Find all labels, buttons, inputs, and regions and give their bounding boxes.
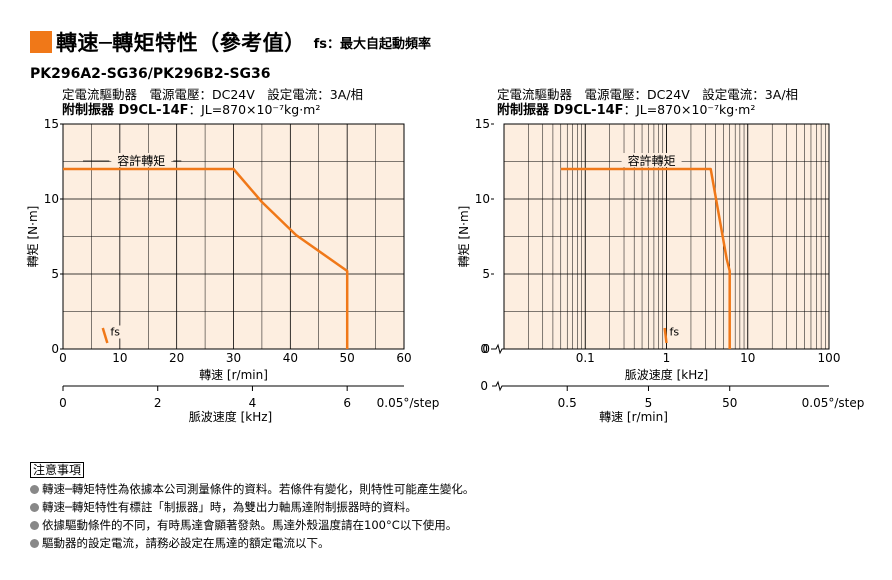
secondary-axis-label: 轉速 [r/min]	[599, 410, 668, 424]
note-text: 轉速─轉矩特性有標註「制振器」時，為雙出力軸馬達附制振器時的資料。	[42, 500, 417, 514]
axis-break-mark	[492, 343, 504, 355]
holding-torque-label: 容許轉矩	[628, 153, 676, 168]
secondary-tick-label: 50	[722, 396, 737, 410]
x-tick-label: 40	[283, 351, 298, 365]
y-axis-label: 轉矩 [N·m]	[26, 206, 40, 268]
torque-curve	[63, 167, 349, 349]
notes-heading: 注意事項	[30, 462, 85, 478]
y-tick-label: 0	[482, 342, 490, 356]
conditions-line2: 附制振器 D9CL-14F：JL=870×10⁻⁷kg·m²	[497, 102, 798, 118]
conditions-line1: 定電流驅動器 電源電壓：DC24V 設定電流：3A/相	[497, 87, 799, 102]
secondary-tick-label: 6	[343, 396, 351, 410]
secondary-tick-label: 0.5	[558, 396, 577, 410]
fs-definition: fs：最大自起動頻率	[313, 36, 432, 52]
x-axis-label: 脈波速度 [kHz]	[625, 367, 708, 382]
fs-label-bg	[668, 325, 681, 339]
y-tick-label: 10	[475, 192, 490, 206]
x-tick-label: 10	[740, 351, 755, 365]
secondary-tick-label: 0	[480, 379, 488, 393]
note-item: 依據驅動條件的不同，有時馬達會顯著發熱。馬達外殼溫度請在100°C以下使用。	[30, 518, 457, 532]
secondary-tick-label: 2	[154, 396, 162, 410]
conditions-line2: 附制振器 D9CL-14F：JL=870×10⁻⁷kg·m²	[62, 102, 363, 118]
x-tick-label: 100	[818, 351, 841, 365]
y-tick-label: 5	[51, 267, 59, 281]
secondary-axis-unit: 0.05°/step	[377, 396, 440, 410]
secondary-axis-label: 脈波速度 [kHz]	[189, 409, 272, 424]
y-tick-label: 10	[44, 192, 59, 206]
bullet-icon	[30, 485, 39, 494]
page-title: 轉速─轉矩特性（參考值）	[56, 31, 306, 55]
holding-torque-label-bg	[111, 153, 172, 167]
secondary-axis-unit: 0.05°/step	[802, 396, 865, 410]
bullet-icon	[30, 503, 39, 512]
damper-model: 附制振器 D9CL-14F	[497, 103, 624, 118]
note-text: 驅動器的設定電流，請務必設定在馬達的額定電流以下。	[42, 536, 330, 550]
torque-curve	[560, 167, 731, 349]
x-tick-label: 0	[59, 351, 67, 365]
x-tick-label: 10	[112, 351, 127, 365]
title-bar: 轉速─轉矩特性（參考值） fs：最大自起動頻率	[30, 28, 431, 56]
fs-label-bg	[109, 325, 122, 339]
conditions-right: 定電流驅動器 電源電壓：DC24V 設定電流：3A/相 附制振器 D9CL-14…	[497, 87, 798, 118]
y-tick-label: 0	[51, 342, 59, 356]
x-tick-label: 1	[663, 351, 671, 365]
secondary-tick-label: 5	[645, 396, 653, 410]
bullet-icon	[30, 521, 39, 530]
secondary-tick-label: 0	[59, 396, 67, 410]
x-axis-label: 轉速 [r/min]	[199, 368, 268, 382]
inertia-value: ：JL=870×10⁻⁷kg·m²	[623, 102, 756, 117]
y-tick-label: 15	[475, 117, 490, 131]
holding-torque-label-bg	[621, 153, 682, 167]
plot-frame	[62, 123, 405, 350]
conditions-left: 定電流驅動器 電源電壓：DC24V 設定電流：3A/相 附制振器 D9CL-14…	[62, 87, 363, 118]
x-tick-label: 20	[169, 351, 184, 365]
x-tick-label: 60	[396, 351, 411, 365]
y-axis-label: 轉矩 [N·m]	[457, 206, 471, 268]
fs-marker	[663, 327, 668, 344]
fs-label: fs	[110, 326, 120, 339]
conditions-line1: 定電流驅動器 電源電壓：DC24V 設定電流：3A/相	[62, 87, 364, 102]
note-text: 依據驅動條件的不同，有時馬達會顯著發熱。馬達外殼溫度請在100°C以下使用。	[42, 518, 458, 532]
secondary-axis	[492, 380, 829, 392]
model-number: PK296A2-SG36/PK296B2-SG36	[30, 66, 271, 82]
x-tick-label: 30	[226, 351, 241, 365]
holding-torque-label: 容許轉矩	[117, 153, 165, 168]
note-item: 驅動器的設定電流，請務必設定在馬達的額定電流以下。	[30, 536, 330, 550]
fs-marker	[101, 327, 109, 344]
note-text: 轉速─轉矩特性為依據本公司測量條件的資料。若條件有變化，則特性可能產生變化。	[42, 482, 475, 496]
y-tick-label: 15	[44, 117, 59, 131]
note-item: 轉速─轉矩特性有標註「制振器」時，為雙出力軸馬達附制振器時的資料。	[30, 500, 417, 514]
title-accent-square	[30, 31, 52, 53]
plot-frame	[503, 123, 830, 350]
x-tick-label: 50	[340, 351, 355, 365]
fs-label: fs	[670, 326, 680, 339]
secondary-tick-label: 4	[249, 396, 257, 410]
note-item: 轉速─轉矩特性為依據本公司測量條件的資料。若條件有變化，則特性可能產生變化。	[30, 482, 474, 496]
x-tick-label: 0.1	[576, 351, 595, 365]
bullet-icon	[30, 539, 39, 548]
inertia-value: ：JL=870×10⁻⁷kg·m²	[188, 102, 321, 117]
y-tick-label: 5	[482, 267, 490, 281]
damper-model: 附制振器 D9CL-14F	[62, 103, 189, 118]
x-tick-label: 0	[480, 342, 488, 356]
